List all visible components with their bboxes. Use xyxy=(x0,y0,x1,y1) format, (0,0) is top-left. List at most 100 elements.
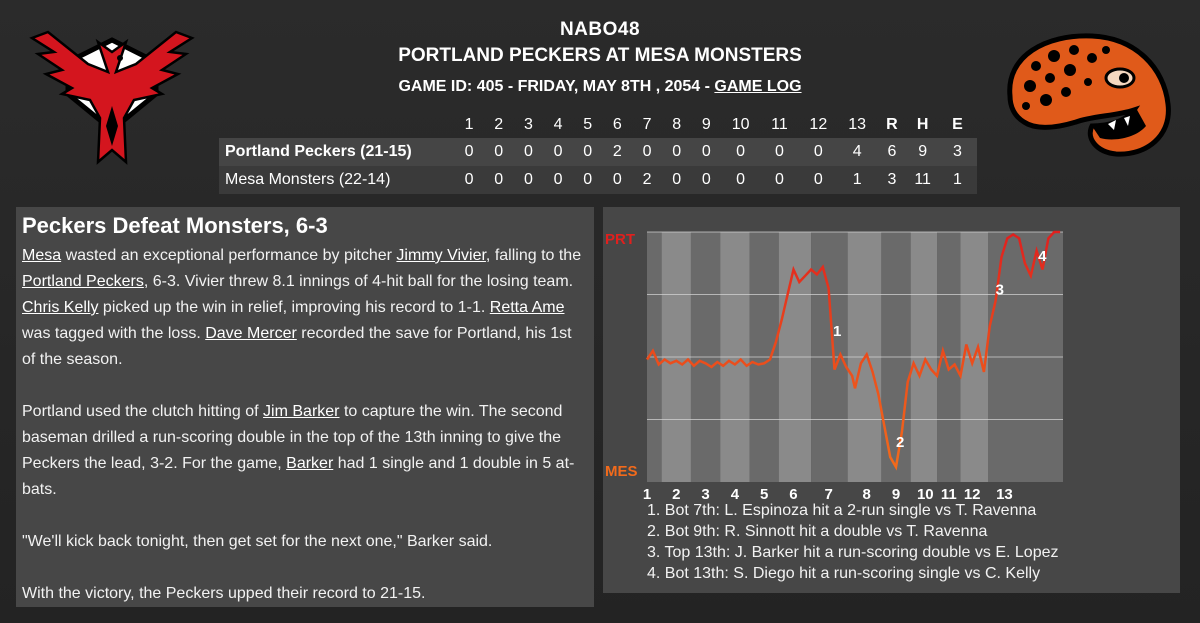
inning-score: 0 xyxy=(691,166,722,194)
hits-header: H xyxy=(916,116,929,133)
inning-tick-label: 13 xyxy=(996,486,1013,503)
mesa-monsters-logo xyxy=(1007,33,1171,157)
errors-total: 3 xyxy=(937,138,977,166)
inning-header: 1 xyxy=(464,116,474,133)
player-link-barker[interactable]: Jim Barker xyxy=(263,403,340,420)
inning-header: 6 xyxy=(612,116,622,133)
inning-tick-label: 6 xyxy=(789,486,797,503)
inning-header: 2 xyxy=(494,116,504,133)
line-score-table: 1 2 3 4 5 6 7 8 9 10 11 12 13 R H E Port… xyxy=(219,112,977,194)
inning-header: 10 xyxy=(731,116,750,133)
inning-score: 0 xyxy=(572,166,603,194)
event-marker: 2 xyxy=(896,434,904,451)
inning-tick-label: 3 xyxy=(701,486,709,503)
inning-header: 12 xyxy=(809,116,828,133)
inning-score: 0 xyxy=(691,138,722,166)
team-name: Mesa Monsters (22-14) xyxy=(219,166,455,194)
matchup-title: PORTLAND PECKERS AT MESA MONSTERS xyxy=(398,45,802,66)
key-events-list: 1. Bot 7th: L. Espinoza hit a 2-run sing… xyxy=(647,500,1059,584)
key-event: 1. Bot 7th: L. Espinoza hit a 2-run sing… xyxy=(647,502,1037,519)
recap-text: Portland used the clutch hitting of xyxy=(22,403,264,420)
win-probability-line xyxy=(645,230,1061,471)
inning-tick-label: 7 xyxy=(824,486,832,503)
recap-text: , falling to the xyxy=(485,247,582,264)
portland-peckers-logo xyxy=(29,30,195,165)
inning-score: 0 xyxy=(454,138,484,166)
recap-text: was tagged with the loss. xyxy=(22,325,206,342)
inning-score: 0 xyxy=(454,166,484,194)
inning-score: 0 xyxy=(661,166,692,194)
inning-score: 0 xyxy=(798,138,838,166)
game-log-link[interactable]: GAME LOG xyxy=(714,78,802,95)
inning-tick-label: 5 xyxy=(760,486,768,503)
inning-score: 0 xyxy=(798,166,838,194)
inning-score: 2 xyxy=(632,166,662,194)
player-link-ame[interactable]: Retta Ame xyxy=(489,299,565,316)
inning-tick-label: 11 xyxy=(941,486,957,503)
inning-tick-label: 4 xyxy=(731,486,740,503)
key-event: 4. Bot 13th: S. Diego hit a run-scoring … xyxy=(647,565,1041,582)
hits-total: 9 xyxy=(907,138,938,166)
recap-headline: Peckers Defeat Monsters, 6-3 xyxy=(22,213,328,238)
player-link-kelly[interactable]: Chris Kelly xyxy=(22,299,99,316)
inning-score: 0 xyxy=(483,138,514,166)
chart-bottom-label: MES xyxy=(605,463,638,480)
inning-tick-label: 8 xyxy=(863,486,871,503)
player-link-barker[interactable]: Barker xyxy=(286,455,334,472)
inning-header: 3 xyxy=(523,116,533,133)
inning-header: 11 xyxy=(771,116,788,133)
game-id-date: GAME ID: 405 - FRIDAY, MAY 8TH , 2054 - xyxy=(398,78,715,95)
hits-total: 11 xyxy=(907,166,938,194)
inning-score: 0 xyxy=(543,166,573,194)
team-column-header xyxy=(219,112,454,138)
inning-score: 0 xyxy=(661,138,692,166)
inning-score: 2 xyxy=(602,138,633,166)
inning-score: 0 xyxy=(760,166,799,194)
team-name: Portland Peckers (21-15) xyxy=(219,138,455,166)
recap-text: picked up the win in relief, improving h… xyxy=(98,299,490,316)
recap-text: , 6-3. Vivier threw 8.1 innings of 4-hit… xyxy=(143,273,574,290)
inning-score: 0 xyxy=(721,138,761,166)
player-link-mercer[interactable]: Dave Mercer xyxy=(205,325,297,342)
runs-total: 3 xyxy=(876,166,908,194)
inning-header: 13 xyxy=(848,116,867,133)
inning-header: 4 xyxy=(553,116,563,133)
inning-tick-label: 10 xyxy=(917,486,934,503)
recap-text: to capture the win. The second baseman d… xyxy=(22,403,563,472)
event-marker: 4 xyxy=(1038,248,1047,265)
player-link-vivier[interactable]: Jimmy Vivier xyxy=(396,247,486,264)
key-event: 2. Bot 9th: R. Sinnott hit a double vs T… xyxy=(647,523,988,540)
game-recap-panel: Peckers Defeat Monsters, 6-3 Mesa wasted… xyxy=(16,207,594,607)
runs-total: 6 xyxy=(876,138,908,166)
team-link-portland[interactable]: Portland Peckers xyxy=(22,273,144,290)
inning-tick-label: 9 xyxy=(892,486,900,503)
inning-header: 9 xyxy=(701,116,711,133)
inning-header: 7 xyxy=(642,116,652,133)
event-marker: 1 xyxy=(833,323,841,340)
errors-total: 1 xyxy=(937,166,977,194)
recap-quote: "We'll kick back tonight, then get set f… xyxy=(22,533,493,550)
inning-score: 0 xyxy=(483,166,514,194)
recap-paragraph: Mesa wasted an exceptional performance b… xyxy=(22,243,588,373)
league-name: NABO48 xyxy=(559,19,641,40)
recap-paragraph: With the victory, the Peckers upped thei… xyxy=(22,585,426,602)
inning-score: 4 xyxy=(837,138,877,166)
recap-text: recorded the save for Portland, his 1st … xyxy=(22,325,572,368)
line-score-header: 1 2 3 4 5 6 7 8 9 10 11 12 13 R H E xyxy=(219,112,977,138)
inning-header: 8 xyxy=(672,116,682,133)
team-link-mesa[interactable]: Mesa xyxy=(22,247,62,264)
inning-score: 0 xyxy=(543,138,573,166)
inning-tick-label: 1 xyxy=(643,486,651,503)
inning-tick-label: 2 xyxy=(672,486,680,503)
game-info: GAME ID: 405 - FRIDAY, MAY 8TH , 2054 - … xyxy=(300,70,900,104)
inning-header: 5 xyxy=(583,116,593,133)
line-score-row-mesa: Mesa Monsters (22-14) 0 0 0 0 0 0 2 0 0 … xyxy=(219,166,977,194)
inning-score: 0 xyxy=(602,166,633,194)
recap-paragraph: Portland used the clutch hitting of Jim … xyxy=(22,399,588,503)
recap-text: had 1 single and 1 double in 5 at-bats. xyxy=(22,455,575,498)
inning-tick-label: 12 xyxy=(964,486,981,503)
event-marker: 3 xyxy=(996,282,1004,299)
runs-header: R xyxy=(886,116,898,133)
